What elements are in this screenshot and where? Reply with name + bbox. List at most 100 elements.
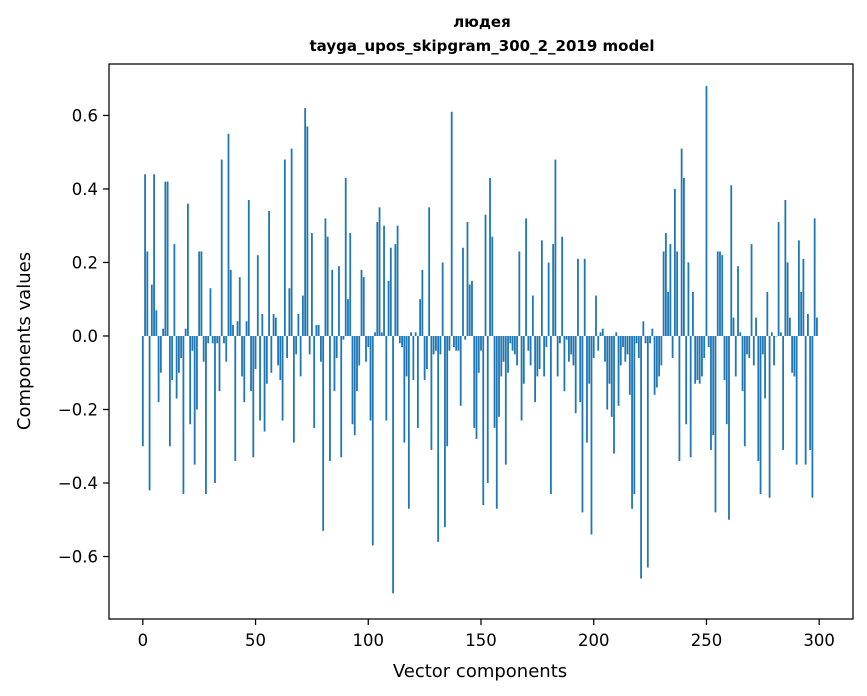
bar-192 xyxy=(574,335,577,414)
bar-171 xyxy=(527,335,530,351)
bar-19 xyxy=(184,328,187,336)
bar-60 xyxy=(277,335,279,366)
bar-98 xyxy=(362,277,365,336)
bar-106 xyxy=(380,332,383,336)
bar-197 xyxy=(586,335,588,443)
bar-108 xyxy=(385,335,388,421)
bar-38 xyxy=(227,133,230,336)
bar-23 xyxy=(193,335,196,465)
bar-246 xyxy=(696,335,699,381)
bar-45 xyxy=(243,335,246,403)
bar-71 xyxy=(301,295,304,336)
bar-177 xyxy=(540,240,543,336)
bar-11 xyxy=(166,181,169,336)
bar-56 xyxy=(268,211,270,336)
bar-3 xyxy=(148,335,151,491)
bar-221 xyxy=(640,335,642,579)
bar-136 xyxy=(448,335,451,351)
bar-68 xyxy=(295,335,298,355)
bar-131 xyxy=(437,335,440,542)
bar-294 xyxy=(804,335,807,465)
bar-296 xyxy=(809,335,812,450)
bar-214 xyxy=(624,335,627,362)
x-tick-label: 50 xyxy=(245,631,266,650)
bar-13 xyxy=(171,335,174,381)
bar-256 xyxy=(719,251,721,336)
bar-291 xyxy=(797,240,800,336)
bar-261 xyxy=(730,185,733,336)
bar-158 xyxy=(498,335,500,417)
bar-232 xyxy=(664,233,667,336)
bar-284 xyxy=(782,335,785,450)
bar-24 xyxy=(196,335,198,410)
bar-209 xyxy=(613,335,615,454)
bar-54 xyxy=(263,335,266,432)
bar-249 xyxy=(703,335,706,359)
bar-218 xyxy=(633,335,636,495)
bar-102 xyxy=(371,335,374,546)
bar-184 xyxy=(556,335,559,377)
bar-114 xyxy=(398,335,401,344)
y-tick-label: 0.4 xyxy=(72,180,98,199)
bar-185 xyxy=(559,335,561,344)
bar-91 xyxy=(347,299,349,336)
bar-84 xyxy=(331,269,334,336)
bar-271 xyxy=(752,335,755,366)
bar-298 xyxy=(813,218,816,336)
bar-107 xyxy=(383,225,385,336)
bar-126 xyxy=(425,335,428,370)
y-tick-label: 0.0 xyxy=(72,327,98,346)
bar-241 xyxy=(685,335,688,425)
bar-137 xyxy=(450,111,453,336)
bar-250 xyxy=(705,86,708,336)
bar-69 xyxy=(297,313,300,336)
bar-287 xyxy=(788,317,791,336)
bar-61 xyxy=(279,335,282,381)
bar-14 xyxy=(173,244,176,336)
bar-285 xyxy=(784,199,787,336)
bar-156 xyxy=(493,335,496,428)
bar-278 xyxy=(768,335,771,498)
bar-282 xyxy=(777,222,780,336)
bar-74 xyxy=(308,335,311,355)
bar-233 xyxy=(667,291,670,336)
bar-240 xyxy=(683,177,685,336)
bar-299 xyxy=(816,317,818,336)
bar-262 xyxy=(732,317,735,336)
bar-224 xyxy=(646,335,649,568)
bar-272 xyxy=(755,317,757,336)
bar-172 xyxy=(529,335,532,366)
bar-215 xyxy=(626,335,629,355)
bar-225 xyxy=(649,335,651,344)
bar-277 xyxy=(766,291,769,336)
bar-193 xyxy=(577,258,579,336)
bar-18 xyxy=(182,335,185,495)
bar-222 xyxy=(642,321,645,336)
bar-10 xyxy=(164,181,167,336)
bar-35 xyxy=(220,159,223,336)
bar-40 xyxy=(232,324,234,336)
bar-100 xyxy=(367,335,370,348)
bar-257 xyxy=(721,255,724,336)
bar-94 xyxy=(353,335,356,436)
bar-230 xyxy=(660,335,663,366)
bar-135 xyxy=(446,335,449,447)
bar-130 xyxy=(435,335,437,351)
bar-190 xyxy=(570,335,573,355)
bar-186 xyxy=(561,236,564,336)
bar-238 xyxy=(678,335,681,461)
bar-128 xyxy=(430,335,433,450)
bar-28 xyxy=(205,335,207,495)
bar-210 xyxy=(615,332,618,336)
bar-48 xyxy=(250,335,252,392)
bar-44 xyxy=(241,335,243,377)
bar-178 xyxy=(543,335,546,377)
bar-5 xyxy=(153,174,155,336)
bar-80 xyxy=(322,335,325,531)
bar-37 xyxy=(225,335,228,362)
bar-0 xyxy=(141,335,144,447)
bar-208 xyxy=(610,335,613,417)
bar-168 xyxy=(520,335,523,421)
bar-269 xyxy=(748,335,751,359)
